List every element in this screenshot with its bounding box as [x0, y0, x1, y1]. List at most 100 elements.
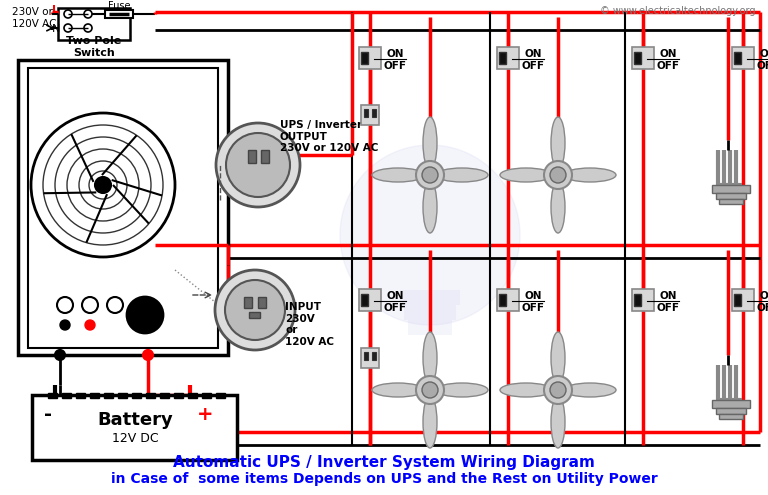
Bar: [400, 290, 460, 305]
Ellipse shape: [551, 181, 565, 233]
Bar: [174, 393, 183, 398]
Bar: [712, 185, 750, 193]
Circle shape: [544, 376, 572, 404]
Bar: [497, 289, 519, 311]
Bar: [712, 400, 750, 408]
Circle shape: [216, 123, 300, 207]
Circle shape: [550, 382, 566, 398]
Text: OFF: OFF: [521, 61, 545, 71]
Text: OFF: OFF: [756, 303, 768, 313]
Circle shape: [127, 297, 163, 333]
Bar: [188, 393, 197, 398]
Ellipse shape: [372, 383, 424, 397]
Bar: [249, 312, 260, 318]
Bar: [734, 294, 741, 306]
Bar: [62, 393, 71, 398]
Text: © www.electricaltechnology.org: © www.electricaltechnology.org: [600, 6, 755, 16]
Text: ON: ON: [760, 49, 768, 59]
Ellipse shape: [372, 168, 424, 182]
Bar: [48, 393, 57, 398]
Text: INPUT
230V
or
120V AC: INPUT 230V or 120V AC: [285, 302, 334, 347]
Bar: [90, 393, 99, 398]
Bar: [258, 297, 266, 308]
Text: UPS / Inverter
OUTPUT
230V or 120V AC: UPS / Inverter OUTPUT 230V or 120V AC: [280, 120, 379, 153]
Bar: [499, 52, 506, 64]
Bar: [76, 393, 85, 398]
Bar: [361, 105, 379, 125]
Bar: [716, 193, 746, 199]
Circle shape: [60, 320, 70, 330]
Bar: [361, 52, 368, 64]
Bar: [716, 408, 746, 414]
Bar: [261, 150, 269, 163]
Ellipse shape: [551, 117, 565, 169]
Ellipse shape: [564, 383, 616, 397]
Bar: [361, 348, 379, 368]
Circle shape: [55, 350, 65, 360]
Circle shape: [215, 270, 295, 350]
Bar: [104, 393, 113, 398]
Text: OFF: OFF: [383, 61, 406, 71]
Text: ON: ON: [659, 291, 677, 301]
Bar: [734, 52, 741, 64]
Text: 12V DC: 12V DC: [111, 432, 158, 445]
Circle shape: [64, 10, 72, 18]
Bar: [634, 52, 641, 64]
Bar: [634, 294, 641, 306]
Bar: [359, 289, 381, 311]
Circle shape: [95, 177, 111, 193]
Circle shape: [85, 320, 95, 330]
Circle shape: [31, 113, 175, 257]
Text: in Case of  some items Depends on UPS and the Rest on Utility Power: in Case of some items Depends on UPS and…: [111, 472, 657, 486]
Bar: [160, 393, 169, 398]
Ellipse shape: [500, 168, 552, 182]
Text: Battery: Battery: [97, 411, 173, 429]
Bar: [32, 395, 237, 460]
Ellipse shape: [500, 383, 552, 397]
Ellipse shape: [423, 181, 437, 233]
Ellipse shape: [436, 383, 488, 397]
Bar: [364, 109, 368, 117]
Circle shape: [550, 167, 566, 183]
Ellipse shape: [564, 168, 616, 182]
Bar: [361, 294, 368, 306]
Text: ON: ON: [386, 291, 404, 301]
Circle shape: [143, 350, 153, 360]
Text: -: -: [44, 405, 52, 425]
Text: OFF: OFF: [657, 303, 680, 313]
Text: Two Pole
Switch: Two Pole Switch: [66, 36, 121, 58]
Bar: [105, 10, 133, 18]
Circle shape: [225, 280, 285, 340]
Bar: [497, 47, 519, 69]
Text: N: N: [52, 24, 61, 34]
Ellipse shape: [423, 117, 437, 169]
Bar: [372, 352, 376, 360]
Bar: [732, 47, 754, 69]
Text: OFF: OFF: [657, 61, 680, 71]
Circle shape: [416, 376, 444, 404]
Bar: [118, 393, 127, 398]
Ellipse shape: [436, 168, 488, 182]
Ellipse shape: [423, 396, 437, 448]
Bar: [632, 47, 654, 69]
Text: ON: ON: [386, 49, 404, 59]
Bar: [248, 150, 256, 163]
Circle shape: [422, 167, 438, 183]
Text: +: +: [197, 405, 214, 425]
Text: ON: ON: [659, 49, 677, 59]
Bar: [58, 8, 130, 40]
Ellipse shape: [423, 332, 437, 384]
Bar: [244, 297, 252, 308]
Bar: [408, 320, 452, 335]
Text: 230V or
120V AC: 230V or 120V AC: [12, 7, 57, 29]
Text: ON: ON: [525, 291, 541, 301]
Circle shape: [84, 24, 92, 32]
Circle shape: [544, 161, 572, 189]
Bar: [404, 305, 456, 320]
Ellipse shape: [551, 332, 565, 384]
Bar: [132, 393, 141, 398]
Text: OFF: OFF: [756, 61, 768, 71]
Text: Automatic UPS / Inverter System Wiring Diagram: Automatic UPS / Inverter System Wiring D…: [173, 454, 595, 469]
Text: OFF: OFF: [521, 303, 545, 313]
Text: L: L: [52, 5, 59, 15]
